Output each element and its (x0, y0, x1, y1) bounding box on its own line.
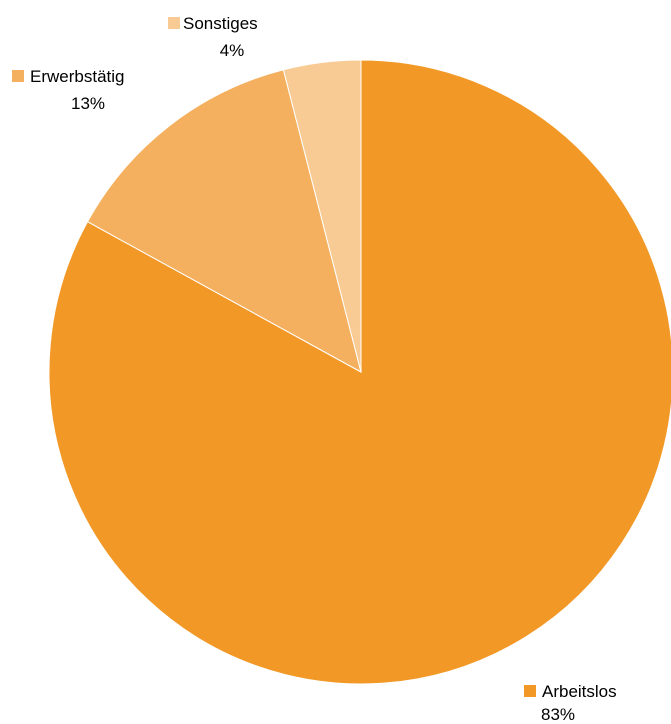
pie-slice-sonstiges (282, 59, 362, 373)
pie-slice-erwerbstätig (86, 69, 362, 373)
slice-label-value-sonstiges: 4% (220, 41, 245, 60)
slice-label-name-sonstiges: Sonstiges (183, 14, 258, 33)
slice-label-marker-erwerbstätig (12, 70, 24, 82)
slice-label-marker-arbeitslos (524, 685, 536, 697)
pie-slices (48, 59, 671, 685)
slice-label-name-arbeitslos: Arbeitslos (542, 682, 617, 701)
slice-label-value-erwerbstätig: 13% (71, 94, 105, 113)
slice-label-value-arbeitslos: 83% (541, 705, 575, 724)
slice-labels: Arbeitslos 83% Erwerbstätig 13% Sonstiges 4% (12, 14, 617, 724)
slice-label-name-erwerbstätig: Erwerbstätig (30, 67, 124, 86)
slice-label-marker-sonstiges (168, 17, 180, 29)
